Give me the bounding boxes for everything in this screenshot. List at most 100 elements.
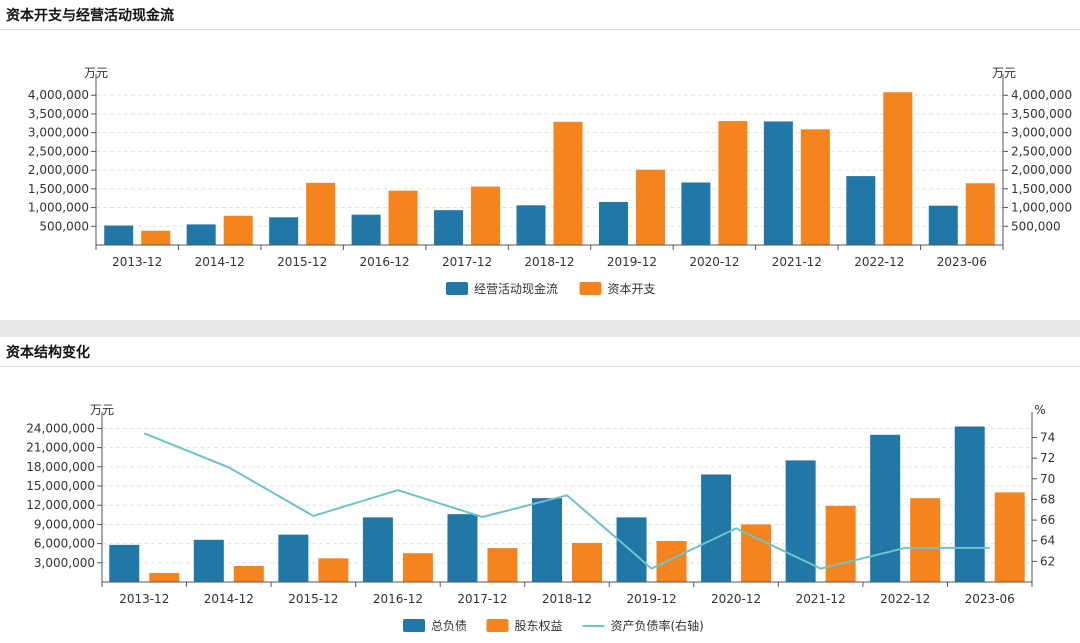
bar-series1 [954,426,985,582]
y-tick-label-left: 2,000,000 [28,163,89,177]
y-tick-label-left: 3,000,000 [34,556,95,570]
x-tick-label: 2022-12 [880,592,930,606]
x-tick-label: 2018-12 [524,255,574,269]
bar-series1 [598,201,628,245]
legend-label: 经营活动现金流 [474,281,558,296]
y-tick-label-left: 4,000,000 [28,88,89,102]
capital-structure-chart: 2013-12 2014-12 2015-12 2016-12 2017-12 2018-… [26,403,1055,633]
y-axis-unit-right: 万元 [992,66,1016,80]
y-tick-label-left: 24,000,000 [26,421,95,435]
bar-series2 [994,492,1025,582]
legend-swatch [486,619,509,632]
x-tick-label: 2019-12 [607,255,657,269]
y-tick-label-right: 66 [1040,513,1055,527]
bar-series2 [800,129,830,245]
bar-series2 [233,566,264,582]
legend-label: 资本开支 [608,282,656,296]
y-tick-label-right: 2,500,000 [1011,144,1072,158]
panel-header-structure: 资本结构变化 [0,337,1080,367]
bar-series1 [701,474,732,582]
x-tick-label: 2014-12 [195,255,245,269]
bar-series2 [572,542,602,582]
x-tick-label: 2017-12 [442,255,492,269]
bar-series2 [318,558,349,582]
bar-series1 [104,225,134,245]
bar-series1 [434,210,464,245]
x-tick-label: 2021-12 [796,592,846,606]
x-tick-label: 2021-12 [772,255,822,269]
x-tick-label: 2013-12 [119,592,169,606]
legend-label: 总负债 [431,619,467,633]
bar-series2 [635,169,665,245]
x-tick-label: 2019-12 [626,592,676,606]
y-tick-label-right: 62 [1040,554,1055,568]
y-tick-label-right: 3,500,000 [1011,107,1072,121]
y-tick-label-right: 74 [1040,430,1055,444]
y-tick-label-left: 21,000,000 [26,441,95,455]
x-tick-label: 2015-12 [277,255,327,269]
x-tick-label: 2015-12 [288,592,338,606]
legend-swatch [403,619,425,632]
x-tick-label: 2023-06 [965,592,1015,606]
y-tick-label-left: 18,000,000 [26,460,95,474]
bar-series2 [883,92,913,245]
bar-series1 [186,224,216,245]
capex-cashflow-chart: 2013-12 2014-12 2015-12 2016-12 2017-12 2018-… [28,66,1072,296]
bar-series1 [870,434,901,582]
bar-series2 [388,190,418,245]
y-axis-unit-left: 万元 [90,403,114,417]
bar-series1 [763,121,793,245]
bar-series2 [825,505,856,582]
x-tick-label: 2016-12 [360,255,410,269]
y-tick-label-left: 2,500,000 [28,144,89,158]
panel-divider [0,320,1080,337]
y-tick-label-left: 3,500,000 [28,107,89,121]
y-tick-label-right: 68 [1040,492,1055,506]
y-tick-label-right: 3,000,000 [1011,126,1072,140]
bar-series1 [846,176,876,245]
y-tick-label-left: 15,000,000 [26,479,95,493]
y-axis-unit-right: % [1034,403,1045,417]
bar-series2 [223,215,253,245]
x-tick-label: 2017-12 [457,592,507,606]
y-tick-label-right: 2,000,000 [1011,163,1072,177]
y-tick-label-left: 1,500,000 [28,182,89,196]
bar-series2 [402,553,433,582]
legend-swatch [446,282,468,295]
bar-series1 [785,460,816,582]
bar-series2 [965,183,995,245]
y-tick-label-right: 72 [1040,451,1055,465]
bar-series1 [616,517,647,582]
y-tick-label-left: 12,000,000 [26,498,95,512]
y-tick-label-left: 9,000,000 [34,517,95,531]
x-tick-label: 2022-12 [854,255,904,269]
bar-series2 [487,548,518,582]
bar-series2 [149,573,180,582]
y-tick-label-left: 6,000,000 [34,537,95,551]
bar-series1 [516,205,546,245]
legend-swatch [579,282,602,295]
x-tick-label: 2013-12 [112,255,162,269]
bar-series1 [351,214,381,245]
x-tick-label: 2016-12 [373,592,423,606]
bar-series2 [910,498,941,582]
x-tick-label: 2020-12 [711,592,761,606]
y-tick-label-right: 4,000,000 [1011,88,1072,102]
bar-series2 [141,230,171,245]
bar-series1 [193,539,224,582]
legend-label: 股东权益 [515,619,563,633]
y-tick-label-right: 500,000 [1011,219,1061,233]
y-tick-label-left: 1,000,000 [28,201,89,215]
y-axis-unit-left: 万元 [84,66,108,80]
line-series-debt-ratio [143,432,990,570]
bar-series2 [306,182,336,245]
bar-series1 [447,514,478,582]
x-tick-label: 2014-12 [204,592,254,606]
bar-series1 [269,217,299,245]
x-tick-label: 2023-06 [937,255,987,269]
panel-header-capex: 资本开支与经营活动现金流 [0,0,1080,30]
bar-series1 [928,205,958,245]
legend-label: 资产负债率(右轴) [611,618,704,633]
y-tick-label-right: 1,500,000 [1011,182,1072,196]
y-tick-label-left: 3,000,000 [28,126,89,140]
